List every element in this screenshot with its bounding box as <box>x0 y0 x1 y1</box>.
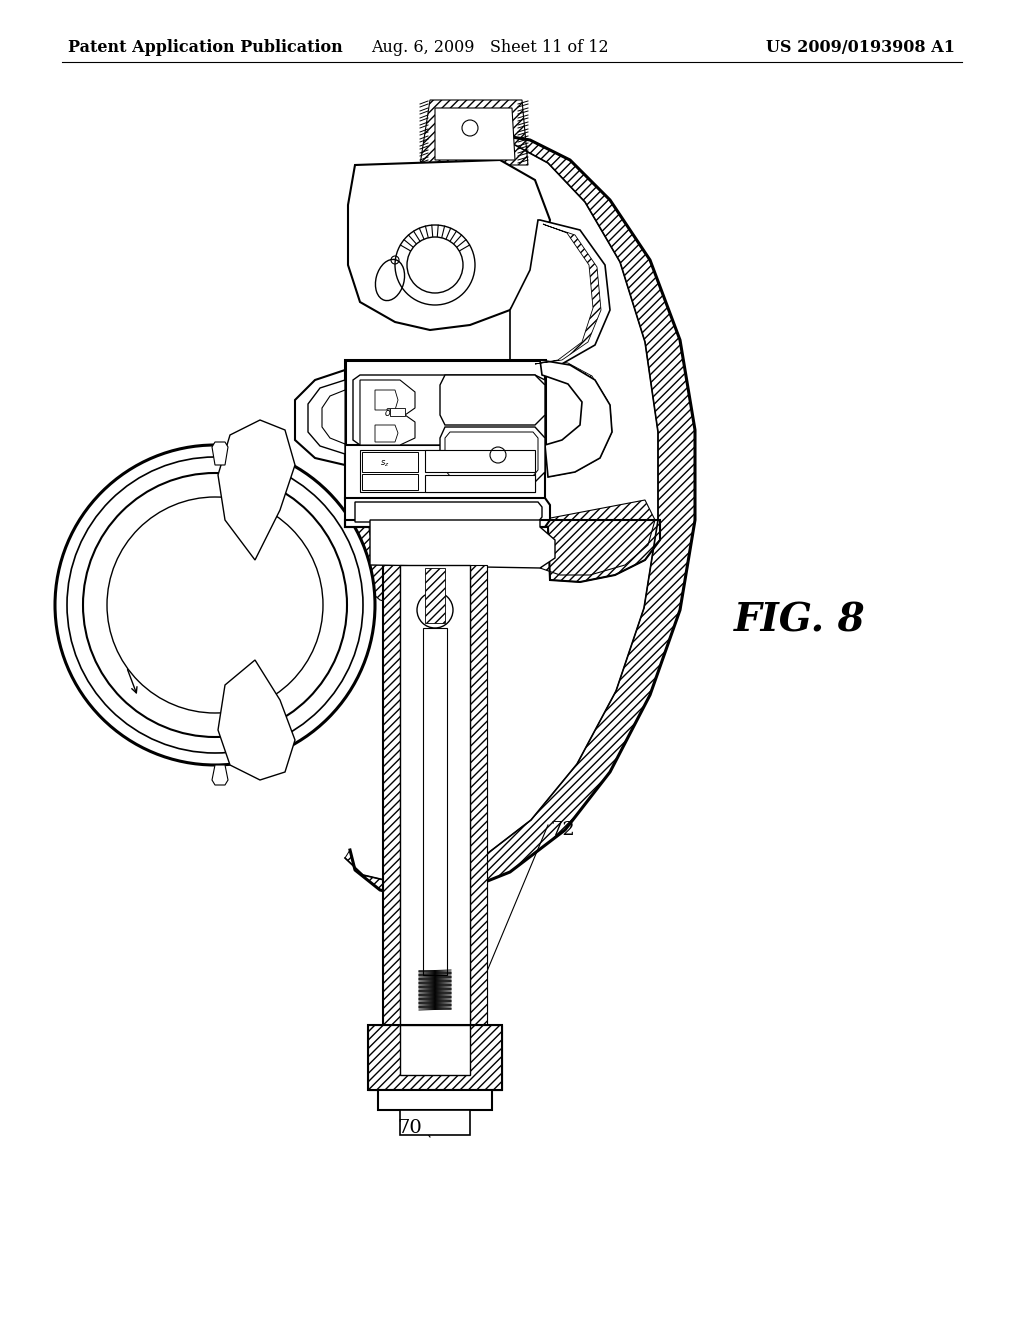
Polygon shape <box>360 380 395 440</box>
Polygon shape <box>370 520 555 568</box>
Polygon shape <box>470 565 487 1030</box>
Polygon shape <box>368 1026 502 1090</box>
Polygon shape <box>440 375 545 425</box>
Polygon shape <box>420 100 528 165</box>
Polygon shape <box>218 660 295 780</box>
Text: US 2009/0193908 A1: US 2009/0193908 A1 <box>766 40 955 57</box>
Text: $\delta$: $\delta$ <box>384 407 392 418</box>
Circle shape <box>55 445 375 766</box>
Polygon shape <box>400 1110 470 1135</box>
Polygon shape <box>425 475 535 492</box>
Polygon shape <box>353 375 545 445</box>
Polygon shape <box>295 370 345 465</box>
Polygon shape <box>510 220 610 370</box>
Text: Patent Application Publication: Patent Application Publication <box>68 40 343 57</box>
Polygon shape <box>425 568 445 623</box>
Polygon shape <box>212 766 228 785</box>
Polygon shape <box>445 432 538 477</box>
Polygon shape <box>423 628 447 975</box>
Polygon shape <box>345 520 660 582</box>
Polygon shape <box>345 520 445 610</box>
Polygon shape <box>400 1026 470 1074</box>
Text: 72: 72 <box>550 821 574 840</box>
Polygon shape <box>540 358 612 477</box>
Polygon shape <box>345 360 545 450</box>
Polygon shape <box>440 426 545 482</box>
Polygon shape <box>425 450 535 473</box>
Circle shape <box>106 498 323 713</box>
Polygon shape <box>400 565 470 1030</box>
Text: $s_z$: $s_z$ <box>380 459 390 469</box>
Polygon shape <box>435 108 515 160</box>
Polygon shape <box>375 389 398 411</box>
Polygon shape <box>345 135 695 898</box>
Text: FIG. 8: FIG. 8 <box>734 601 866 639</box>
Polygon shape <box>362 474 418 490</box>
Polygon shape <box>355 502 542 521</box>
Polygon shape <box>378 1090 492 1110</box>
Text: Aug. 6, 2009   Sheet 11 of 12: Aug. 6, 2009 Sheet 11 of 12 <box>371 40 609 57</box>
Polygon shape <box>375 425 398 442</box>
Polygon shape <box>540 500 655 576</box>
Polygon shape <box>345 445 545 500</box>
Circle shape <box>407 238 463 293</box>
Polygon shape <box>308 380 345 454</box>
Polygon shape <box>322 389 345 444</box>
Polygon shape <box>360 450 535 492</box>
Polygon shape <box>348 160 550 330</box>
Polygon shape <box>212 442 228 465</box>
Polygon shape <box>390 408 406 416</box>
Polygon shape <box>540 360 612 477</box>
Polygon shape <box>383 565 400 1030</box>
Polygon shape <box>218 420 295 560</box>
Text: 70: 70 <box>397 1119 422 1137</box>
Polygon shape <box>345 498 550 527</box>
Polygon shape <box>362 451 418 473</box>
Circle shape <box>417 591 453 628</box>
Polygon shape <box>535 224 601 364</box>
Polygon shape <box>360 380 415 445</box>
